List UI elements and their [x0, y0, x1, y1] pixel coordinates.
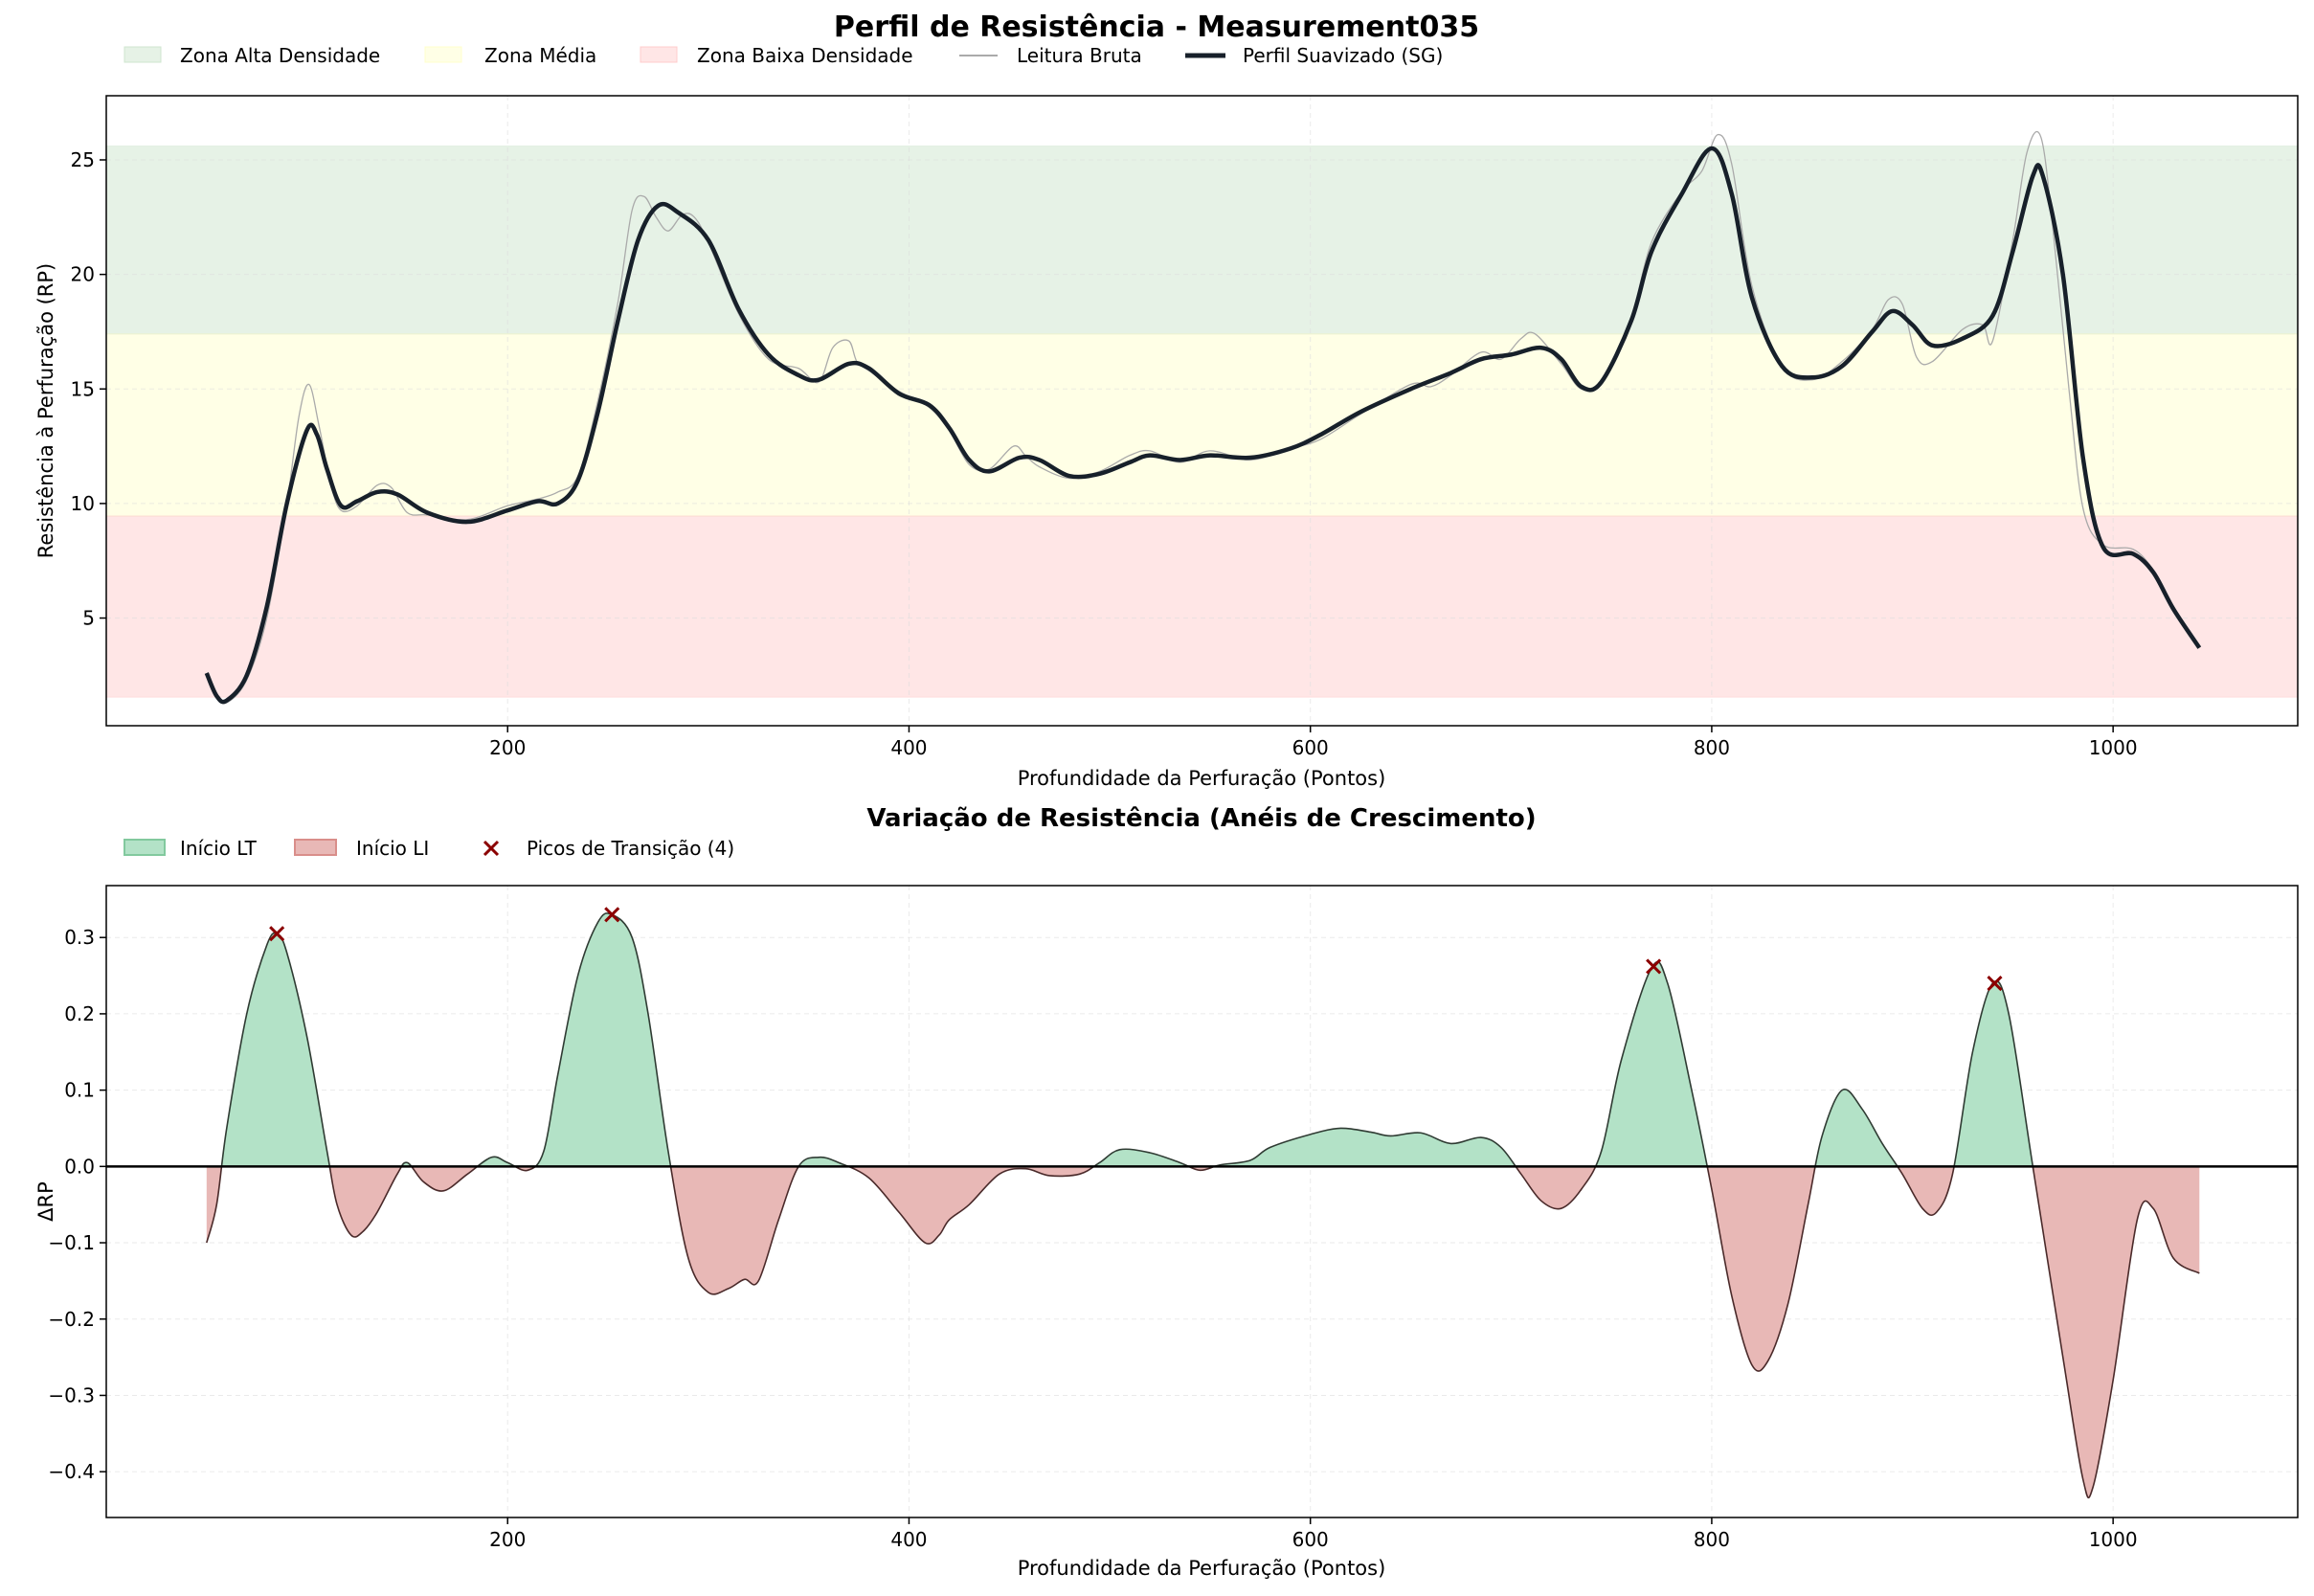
x-tick-label: 200: [489, 1528, 526, 1551]
legend-label-smooth: Perfil Suavizado (SG): [1243, 44, 1443, 67]
legend-top: Zona Alta Densidade Zona Média Zona Baix…: [124, 44, 1443, 67]
y-tick-label: 0.2: [64, 1002, 95, 1025]
zone-high-density: [105, 146, 2299, 335]
plot-area-bottom: 200 400 600 800 1000 −0.4 −0.3 −0.2 −0.1 0.0 0.1 0.…: [48, 885, 2299, 1551]
legend-swatch-lt: [124, 839, 166, 856]
y-tick-label: −0.3: [48, 1383, 95, 1406]
y-tick-label: −0.1: [48, 1231, 95, 1254]
peak-marker: [604, 907, 620, 923]
area-inicio-lt: [206, 912, 2200, 1167]
chart-title: Perfil de Resistência - Measurement035: [834, 11, 1479, 44]
plot-area-top: 200 400 600 800 1000 5 10 15 20 25: [71, 95, 2299, 759]
area-inicio-li: [206, 1166, 2200, 1498]
x-tick-label: 800: [1694, 1528, 1730, 1551]
y-tick-label: 0.1: [64, 1079, 95, 1102]
legend-swatch-low: [640, 46, 678, 63]
legend-label-li: Início LI: [356, 837, 429, 860]
x-tick-label: 200: [489, 736, 526, 759]
y-tick-label: 0.3: [64, 926, 95, 949]
y-tick-label: 20: [71, 263, 95, 286]
legend-label-raw: Leitura Bruta: [1017, 44, 1142, 67]
y-tick-label: 25: [71, 148, 95, 171]
axes-frame: [105, 885, 2299, 1518]
legend-label-high: Zona Alta Densidade: [180, 44, 380, 67]
zone-low-density: [105, 515, 2299, 698]
x-tick-label: 1000: [2089, 736, 2138, 759]
legend-marker-peaks: [483, 840, 500, 857]
zone-medium: [105, 333, 2299, 517]
legend-label-lt: Início LT: [180, 837, 258, 860]
x-tick-label: 400: [890, 736, 927, 759]
x-tick-label: 400: [890, 1528, 927, 1551]
legend-bottom: Início LT Início LI Picos de Transição (…: [124, 837, 734, 860]
legend-label-low: Zona Baixa Densidade: [697, 44, 913, 67]
peak-marker: [269, 926, 285, 942]
legend-swatch-li: [294, 839, 337, 856]
x-tick-label: 1000: [2089, 1528, 2138, 1551]
x-tick-label: 800: [1694, 736, 1730, 759]
axes-frame: [105, 95, 2299, 727]
peak-marker: [1646, 958, 1662, 975]
series-smoothed-line: [204, 146, 2202, 705]
x-tick-label: 600: [1292, 736, 1329, 759]
y-axis-label-top: Resistência à Perfuração (RP): [34, 263, 57, 558]
y-tick-label: −0.4: [48, 1460, 95, 1483]
y-tick-label: 10: [71, 492, 95, 515]
y-tick-label: 15: [71, 377, 95, 400]
y-axis-label-bottom: ΔRP: [34, 1181, 57, 1222]
delta-line-positive: [220, 912, 2034, 1167]
chart-title-bottom: Variação de Resistência (Anéis de Cresci…: [866, 804, 1536, 833]
legend-swatch-mid: [424, 46, 462, 63]
x-tick-label: 600: [1292, 1528, 1329, 1551]
delta-line-negative: [206, 1166, 2200, 1498]
peak-marker: [1987, 975, 2003, 992]
legend-label-mid: Zona Média: [484, 44, 596, 67]
y-tick-label: −0.2: [48, 1308, 95, 1331]
y-tick-label: 5: [82, 607, 95, 630]
legend-label-peaks: Picos de Transição (4): [527, 837, 734, 860]
legend-swatch-high: [124, 46, 162, 63]
x-axis-label-top: Profundidade da Perfuração (Pontos): [1018, 767, 1386, 790]
y-tick-label: 0.0: [64, 1155, 95, 1178]
x-axis-label-bottom: Profundidade da Perfuração (Pontos): [1018, 1557, 1386, 1580]
